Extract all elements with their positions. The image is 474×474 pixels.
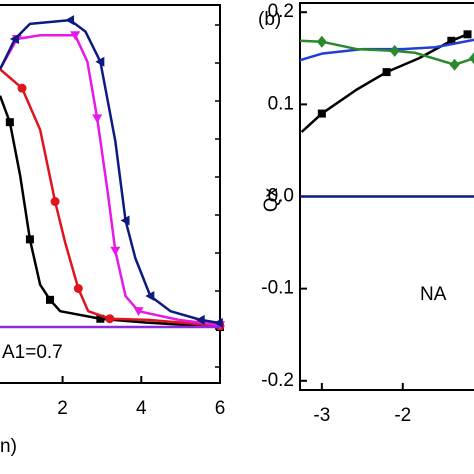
marker xyxy=(96,314,105,323)
marker xyxy=(195,314,205,325)
marker xyxy=(70,31,81,41)
marker xyxy=(447,36,456,45)
marker xyxy=(120,215,130,226)
marker xyxy=(469,52,474,65)
annotation: A1=0.7 xyxy=(2,342,63,363)
marker xyxy=(389,44,400,57)
marker xyxy=(213,317,223,328)
marker xyxy=(105,314,115,324)
marker xyxy=(110,246,121,256)
line xyxy=(0,33,220,327)
marker xyxy=(145,291,155,302)
line xyxy=(300,38,474,62)
axis-frame xyxy=(0,4,221,384)
annotation: NA xyxy=(420,284,447,305)
marker xyxy=(463,30,472,39)
marker xyxy=(50,197,60,207)
marker xyxy=(65,15,75,26)
marker xyxy=(5,118,14,127)
marker xyxy=(95,56,105,67)
marker xyxy=(9,34,19,45)
marker xyxy=(317,109,326,118)
marker xyxy=(45,295,54,304)
y-tick-label: 0.1 xyxy=(268,93,294,114)
x-tick-label: -2 xyxy=(394,405,411,426)
panel-label: (b) xyxy=(258,9,281,30)
marker xyxy=(73,284,83,293)
x-tick-label: 4 xyxy=(136,398,147,419)
marker xyxy=(17,83,27,93)
line xyxy=(0,68,220,328)
y-tick-label: -0.1 xyxy=(261,278,294,299)
y-tick-label: 0.0 xyxy=(268,186,294,207)
y-tick-label: -0.2 xyxy=(261,370,294,391)
marker xyxy=(449,58,460,71)
marker xyxy=(382,68,391,77)
y-axis-label: Qx xyxy=(261,187,282,212)
marker xyxy=(92,114,103,124)
line xyxy=(0,18,220,325)
x-tick-label: -3 xyxy=(313,405,330,426)
x-tick-label: 2 xyxy=(57,398,68,419)
marker xyxy=(133,307,144,317)
marker xyxy=(25,235,34,244)
x-axis-label: n) xyxy=(0,436,17,457)
marker xyxy=(316,35,327,48)
x-tick-label: 6 xyxy=(215,398,226,419)
y-tick-label: 0.2 xyxy=(268,1,294,22)
line xyxy=(0,95,220,329)
